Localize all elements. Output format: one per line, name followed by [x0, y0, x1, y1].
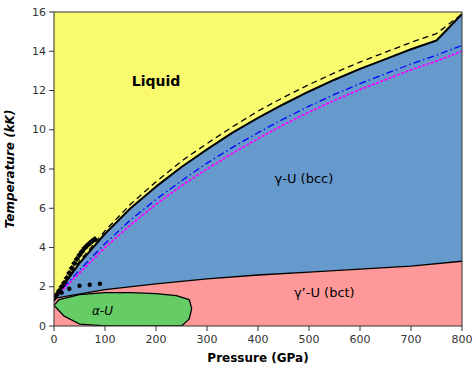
- region-alpha: [54, 293, 192, 326]
- y-tick-label: 6: [39, 202, 46, 215]
- region-label: α-U: [92, 304, 113, 318]
- y-tick-label: 10: [32, 123, 46, 136]
- circle-point: [67, 287, 71, 291]
- region-bcc: [54, 14, 462, 298]
- x-tick: [54, 326, 55, 331]
- y-tick-label: 2: [39, 280, 46, 293]
- x-tick-label: 700: [401, 333, 422, 346]
- y-tick: [49, 208, 54, 209]
- phase-line: [54, 14, 462, 298]
- region-bct: [54, 261, 462, 326]
- x-axis-label: Pressure (GPa): [207, 351, 308, 365]
- circle-point: [59, 290, 63, 294]
- x-tick: [156, 326, 157, 331]
- x-tick: [360, 326, 361, 331]
- y-tick: [49, 51, 54, 52]
- x-tick: [462, 326, 463, 331]
- diamond-point: [92, 236, 98, 242]
- circle-point: [98, 282, 102, 286]
- y-tick: [49, 326, 54, 327]
- circle-point: [88, 283, 92, 287]
- region-label: γ-U (bcc): [275, 171, 334, 186]
- phase-line: [54, 51, 462, 298]
- x-tick: [309, 326, 310, 331]
- region-label: Liquid: [132, 73, 181, 89]
- plot-area: [54, 12, 462, 326]
- y-tick: [49, 12, 54, 13]
- region-liquid: [54, 12, 462, 326]
- y-tick: [49, 169, 54, 170]
- y-tick: [49, 129, 54, 130]
- x-tick-label: 500: [299, 333, 320, 346]
- x-tick: [105, 326, 106, 331]
- chart: Liquidγ-U (bcc)γ’-U (bct)α-U010020030040…: [0, 0, 474, 370]
- y-tick-label: 0: [39, 320, 46, 333]
- y-tick: [49, 286, 54, 287]
- x-tick: [411, 326, 412, 331]
- y-tick-label: 14: [32, 45, 46, 58]
- phase-boundary-outline: [54, 293, 192, 326]
- region-label: γ’-U (bct): [294, 285, 355, 300]
- x-tick: [207, 326, 208, 331]
- x-tick-label: 100: [95, 333, 116, 346]
- y-tick-label: 8: [39, 163, 46, 176]
- x-tick-label: 400: [248, 333, 269, 346]
- y-tick-label: 12: [32, 84, 46, 97]
- y-axis-label: Temperature (kK): [3, 110, 17, 229]
- x-tick-label: 800: [452, 333, 473, 346]
- x-tick-label: 200: [146, 333, 167, 346]
- y-tick: [49, 90, 54, 91]
- phase-line: [54, 14, 462, 298]
- phase-line: [54, 45, 462, 298]
- y-tick-label: 4: [39, 241, 46, 254]
- x-tick-label: 600: [350, 333, 371, 346]
- x-tick-label: 0: [51, 333, 58, 346]
- y-tick-label: 16: [32, 6, 46, 19]
- plot-frame: [54, 12, 462, 326]
- x-tick-label: 300: [197, 333, 218, 346]
- y-tick: [49, 247, 54, 248]
- circle-point: [77, 284, 81, 288]
- x-tick: [258, 326, 259, 331]
